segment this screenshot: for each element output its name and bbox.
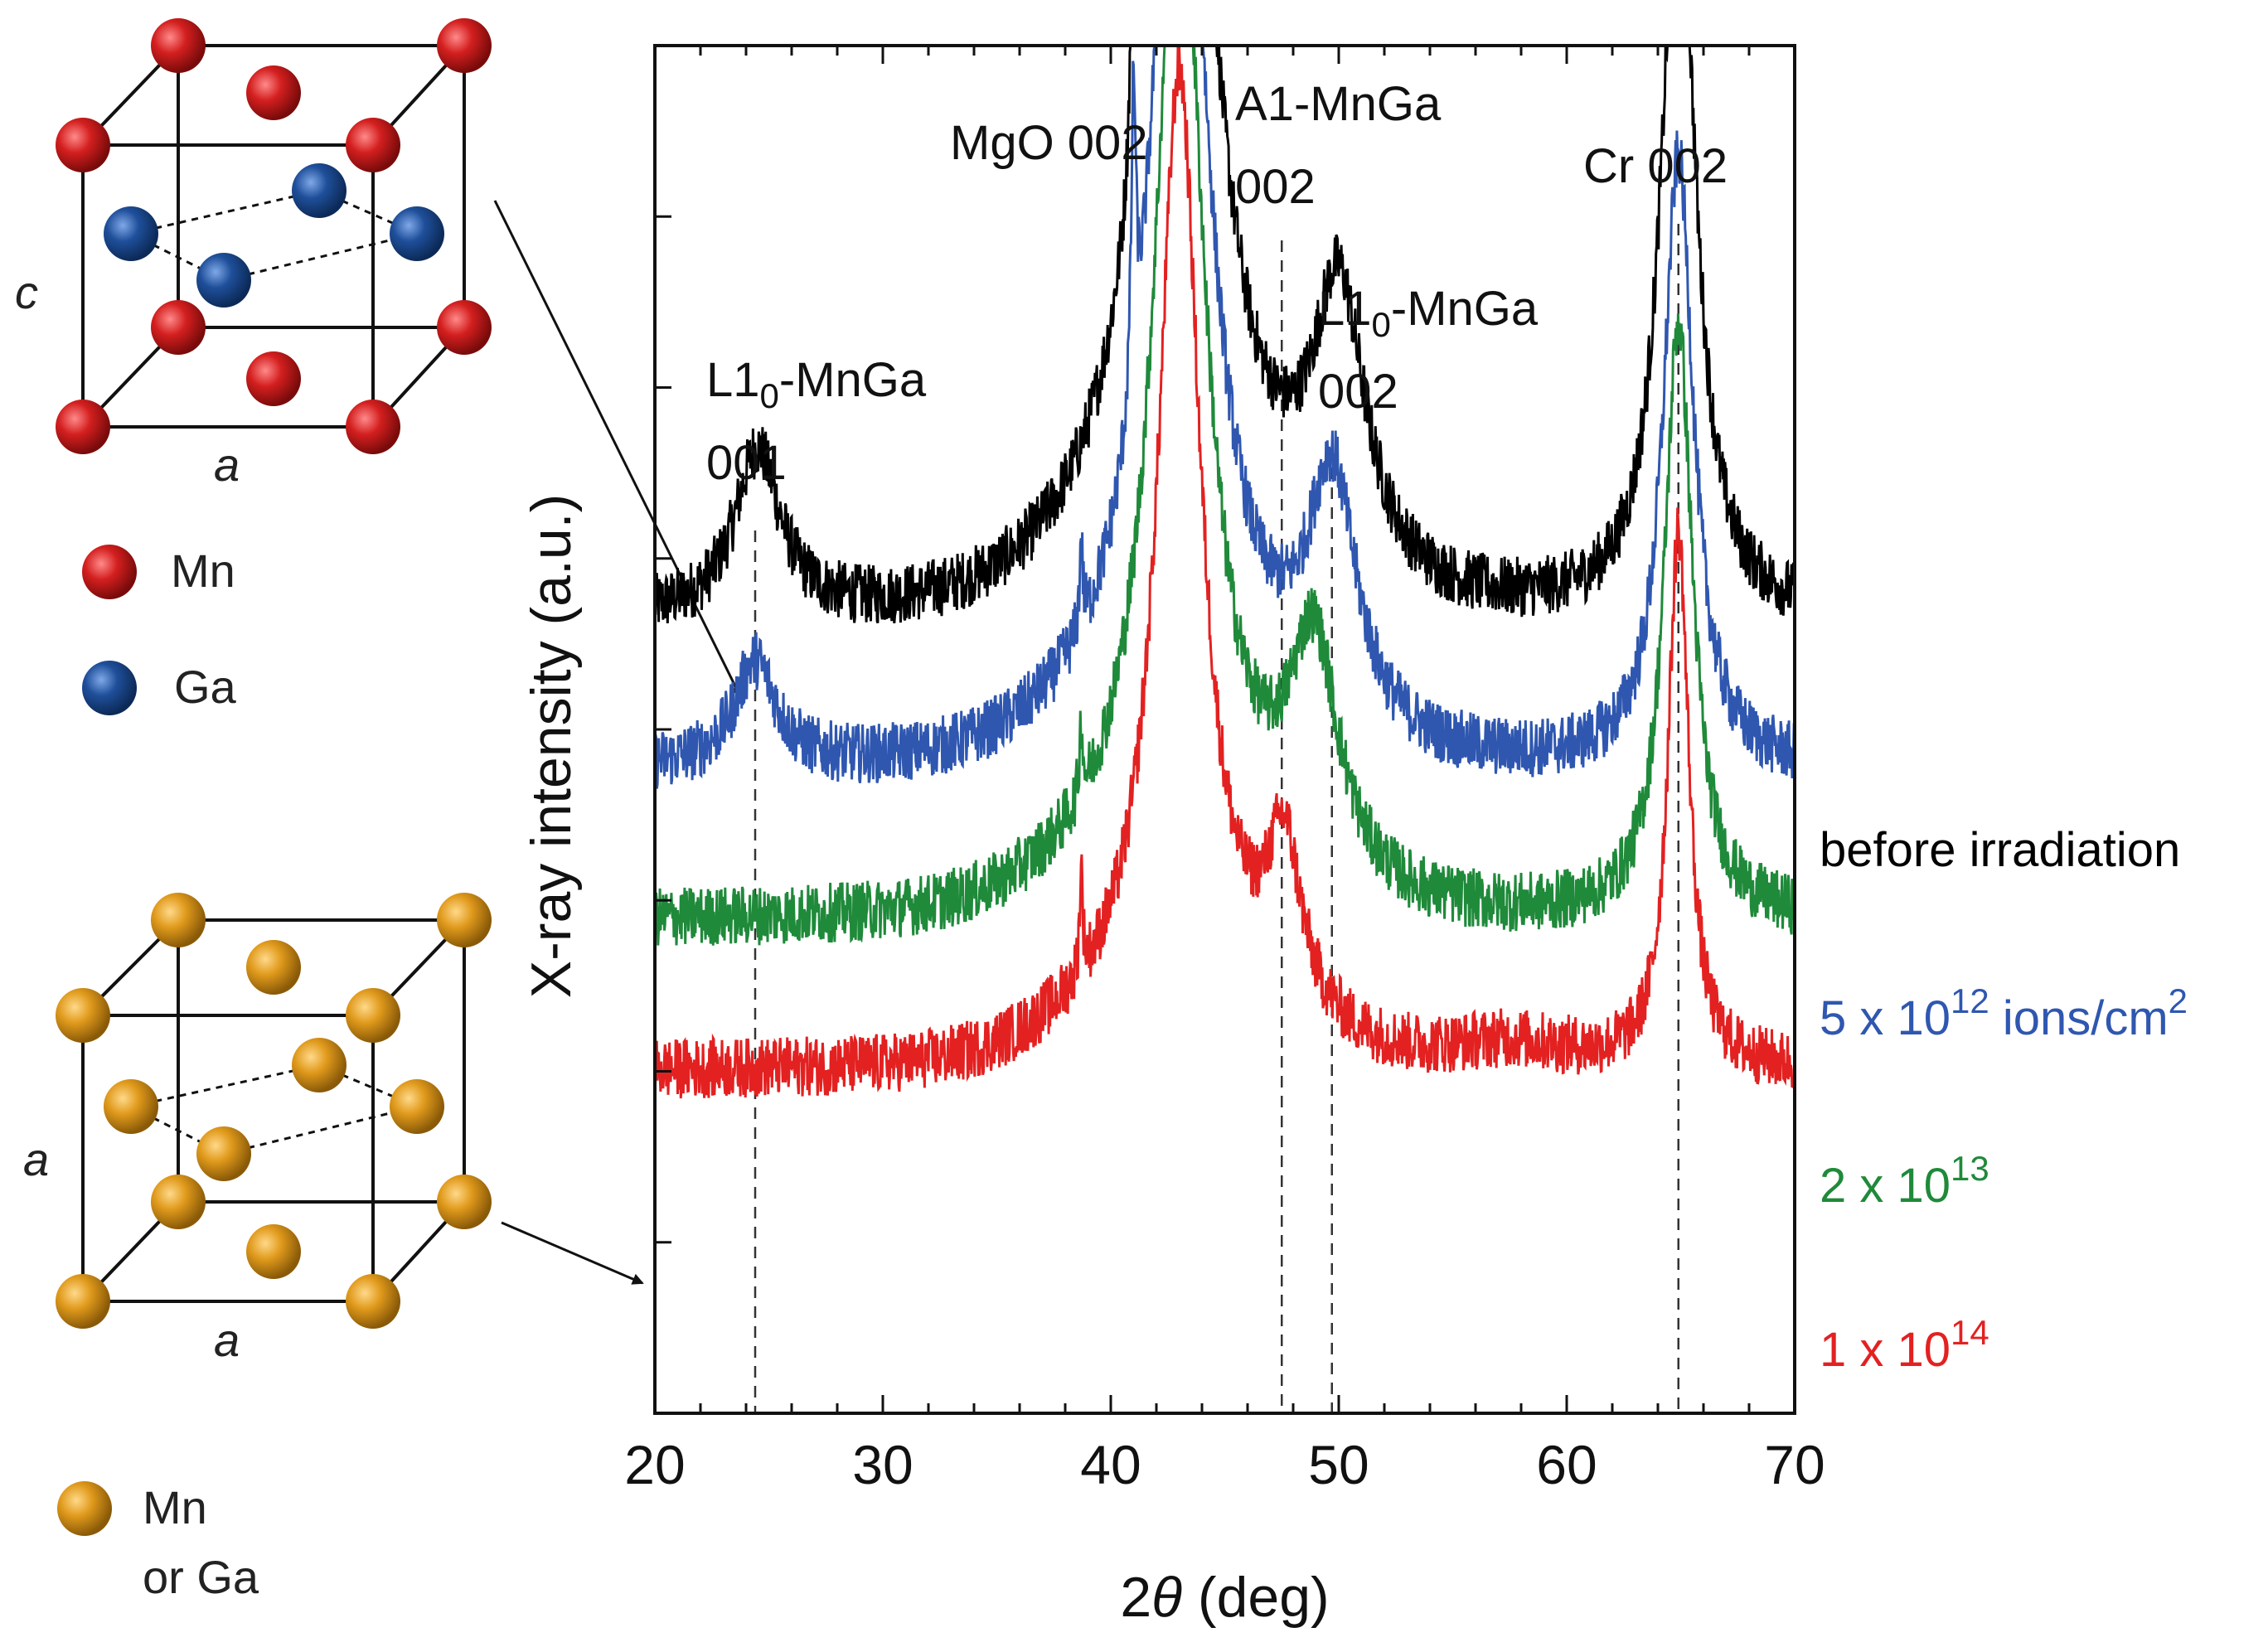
series-label: before irradiation <box>1820 823 2180 877</box>
legend-mn-or-ga-label-line1: Mn <box>143 1481 207 1533</box>
x-tick-label: 50 <box>1308 1434 1369 1495</box>
lattice-a-side-label: a <box>23 1133 49 1185</box>
series-label: 5 x 1012 ions/cm2 <box>1820 981 2188 1045</box>
peak-labels: L10-MnGa 001 A1-MnGa 002 L10-MnGa 002 Cr 002 Mg… <box>706 77 1728 490</box>
mn-or-ga-atoms <box>56 893 492 1329</box>
x-tick-label: 30 <box>852 1434 913 1495</box>
lattice-a-bottom-label: a <box>214 1314 240 1366</box>
mn-or-ga-atom <box>151 1175 206 1229</box>
ga-atom <box>390 206 444 261</box>
series-line <box>653 44 1796 946</box>
mn-atom <box>437 300 492 355</box>
peak-label-line2: 002 <box>1318 365 1398 419</box>
ga-atom <box>292 163 346 218</box>
series-lines <box>653 44 1796 1099</box>
legend-ga-label: Ga <box>174 661 237 713</box>
ga-atom <box>104 206 158 261</box>
mn-atom <box>346 118 400 172</box>
x-tick-label: 40 <box>1080 1434 1141 1495</box>
ga-atom <box>196 253 251 308</box>
ga-atoms <box>104 163 444 308</box>
mn-or-ga-atom <box>437 893 492 947</box>
xrd-chart: 20 30 40 50 60 70 L10-MnGa001A1-MnGa002L10-Mn… <box>520 44 2188 1629</box>
series-label: 2 x 1013 <box>1820 1149 1989 1213</box>
peak-label: Cr 002 <box>1583 139 1728 193</box>
x-tick-label: 60 <box>1536 1434 1597 1495</box>
arrow-a1-to-peak <box>501 1221 644 1285</box>
series-label: 1 x 1014 <box>1820 1313 1989 1377</box>
mn-or-ga-atom <box>246 940 301 995</box>
series-labels: before irradiation 5 x 1012 ions/cm2 2 x 1… <box>1820 823 2188 1377</box>
arrow-l10-to-peak <box>493 200 742 698</box>
series-line <box>653 45 1796 1099</box>
legend-mn-or-ga-label-line2: or Ga <box>143 1551 259 1603</box>
mn-atom <box>151 18 206 73</box>
mn-atom <box>437 18 492 73</box>
mn-or-ga-atom <box>246 1224 301 1279</box>
mn-atom <box>151 300 206 355</box>
mn-or-ga-atom <box>151 893 206 947</box>
mn-or-ga-atom <box>56 1274 110 1329</box>
mn-or-ga-atom <box>56 988 110 1043</box>
x-axis-label: 2θ (deg) <box>1120 1566 1329 1629</box>
series-line <box>653 44 1796 789</box>
x-tick-label: 70 <box>1764 1434 1825 1495</box>
lattice-c-label: c <box>15 266 38 318</box>
mn-or-ga-atom <box>196 1126 251 1181</box>
peak-label: A1-MnGa <box>1235 77 1442 131</box>
legend-mn-swatch <box>82 545 137 599</box>
legend-mn-or-ga-swatch <box>57 1481 112 1536</box>
peak-label: L10-MnGa <box>1318 282 1539 344</box>
y-axis-ticks <box>655 44 671 1244</box>
substrate-peak-label: MgO 002 <box>950 116 1148 170</box>
l10-unit-cell: c a Mn Ga <box>15 18 492 715</box>
mn-or-ga-atom <box>104 1079 158 1134</box>
mn-atom <box>246 351 301 406</box>
lattice-a-label: a <box>214 438 240 491</box>
mn-or-ga-atom <box>346 988 400 1043</box>
mn-atom <box>246 65 301 120</box>
legend-top: Mn Ga <box>82 545 237 715</box>
plot-frame <box>653 44 1796 1415</box>
peak-label-line2: 002 <box>1235 160 1316 214</box>
peak-label: L10-MnGa <box>706 353 927 415</box>
mn-atom <box>346 400 400 454</box>
series-line <box>653 44 1796 624</box>
legend-ga-swatch <box>82 661 137 715</box>
legend-mn-label: Mn <box>171 545 235 597</box>
x-axis-tick-labels: 20 30 40 50 60 70 <box>624 1434 1825 1495</box>
mn-atom <box>56 400 110 454</box>
mn-or-ga-atom <box>437 1175 492 1229</box>
mn-atom <box>56 118 110 172</box>
a1-unit-cell: a a Mn or Ga <box>23 893 492 1603</box>
legend-bottom: Mn or Ga <box>57 1481 259 1603</box>
x-tick-label: 20 <box>624 1434 685 1495</box>
x-axis-ticks <box>653 46 1796 1413</box>
peak-label-line2: 001 <box>706 436 787 490</box>
mn-or-ga-atom <box>292 1038 346 1092</box>
mn-or-ga-atom <box>346 1274 400 1329</box>
mn-atoms <box>56 18 492 454</box>
y-axis-label: X-ray intensity (a.u.) <box>520 494 583 998</box>
mn-or-ga-atom <box>390 1079 444 1134</box>
